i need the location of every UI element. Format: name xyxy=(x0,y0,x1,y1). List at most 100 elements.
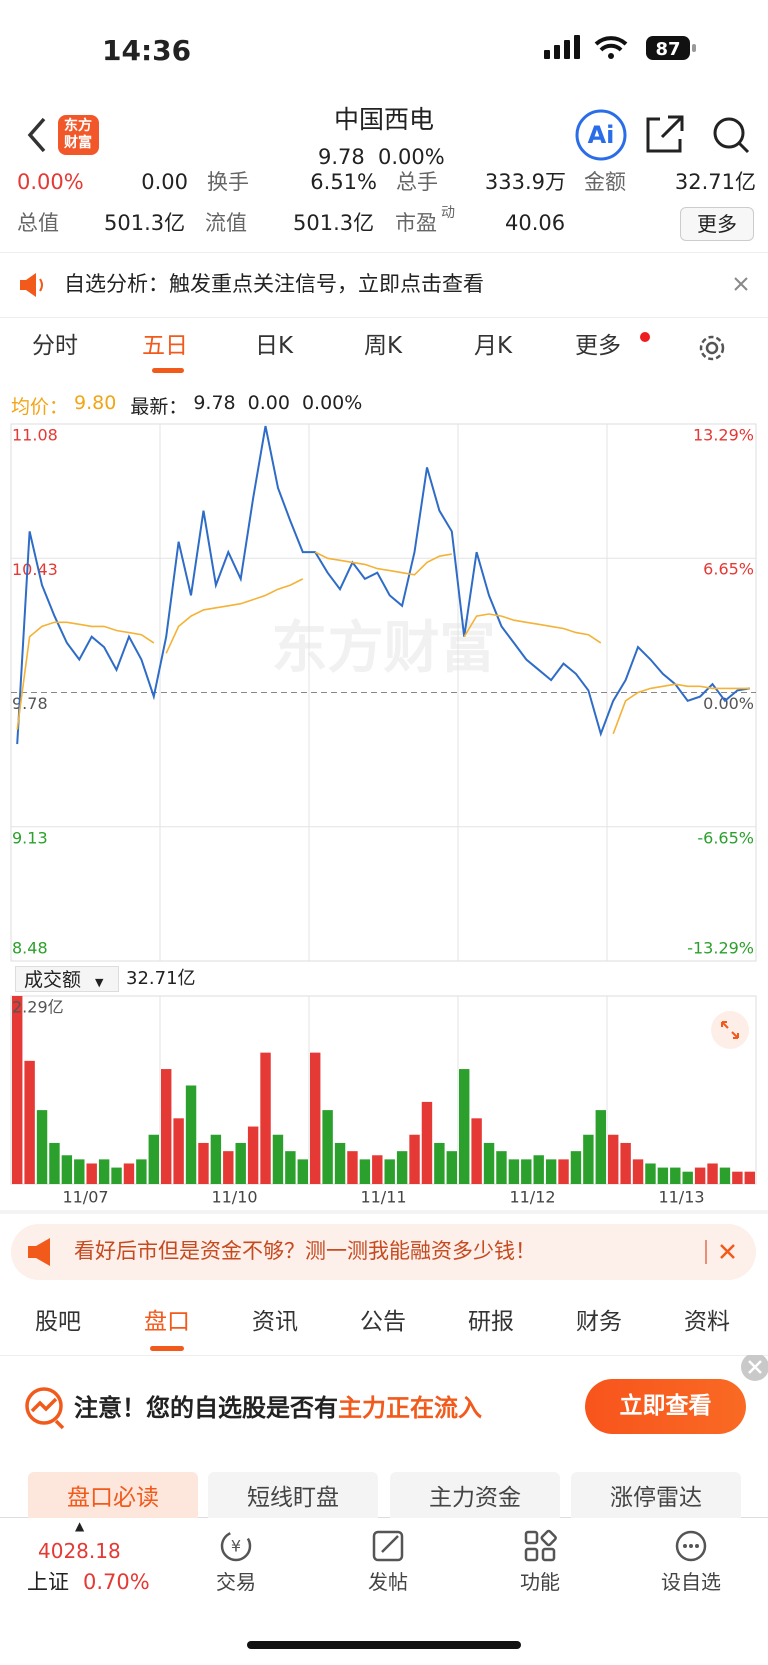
volume-bar xyxy=(173,1118,184,1184)
selector-text: 成交额 xyxy=(24,969,82,991)
chart-tab[interactable]: 五日 xyxy=(142,333,188,359)
nav-item[interactable]: 功能 xyxy=(520,1570,560,1594)
volume-bar xyxy=(645,1163,656,1184)
volume-bar xyxy=(707,1163,718,1184)
avg-value: 9.80 xyxy=(74,392,117,414)
volume-bar xyxy=(136,1159,147,1184)
promo-main: 注意！您的自选股是否有 xyxy=(74,1394,338,1422)
volume-bar xyxy=(61,1155,73,1184)
date-label: 11/12 xyxy=(509,1188,555,1207)
volume-bar xyxy=(434,1142,445,1184)
volume-bar xyxy=(471,1118,482,1184)
stat: 32.71亿 xyxy=(674,170,756,194)
volume-bar xyxy=(608,1134,619,1184)
volume-bar xyxy=(521,1159,532,1184)
volume-bar xyxy=(533,1155,544,1184)
ad-banner[interactable] xyxy=(11,1224,756,1280)
y-tick-label: 11.08 xyxy=(12,426,58,445)
volume-chart: 2.29亿 11/07 11/10 11/11 11/12 11/13 xyxy=(10,995,757,1207)
y-tick-label: 9.78 xyxy=(12,694,48,713)
header-change: 0.00% xyxy=(378,145,445,169)
stat: 0.00 xyxy=(141,170,188,194)
section-tab[interactable]: 资讯 xyxy=(252,1309,298,1335)
volume-bar xyxy=(409,1134,420,1184)
quote-bar: 均价： 9.80 最新： 9.78 0.00 0.00% xyxy=(11,392,362,419)
volume-bar xyxy=(36,1110,48,1184)
home-indicator xyxy=(247,1641,521,1649)
y2-tick-label: -6.65% xyxy=(697,828,754,847)
stat: 总值 xyxy=(17,211,59,235)
sub-tab[interactable]: 短线盯盘 xyxy=(208,1472,378,1518)
volume-bar xyxy=(719,1167,731,1184)
nav-icons: ¥ xyxy=(220,1529,707,1562)
chart-tab[interactable]: 月K xyxy=(473,333,513,359)
change-pct: 0.00% xyxy=(301,392,363,414)
y-tick-label: 10.43 xyxy=(12,560,58,579)
volume-bar xyxy=(744,1171,755,1184)
section-indicator xyxy=(150,1346,184,1351)
stat: 流值 xyxy=(205,211,247,235)
volume-bar xyxy=(570,1151,582,1184)
svg-text:¥: ¥ xyxy=(231,1537,241,1556)
index-change: 0.70% xyxy=(83,1570,150,1594)
section-tab[interactable]: 股吧 xyxy=(35,1309,81,1335)
volume-bar xyxy=(285,1151,296,1184)
chart-tab[interactable]: 周K xyxy=(363,333,403,359)
section-tab[interactable]: 盘口 xyxy=(144,1309,190,1335)
section-tab[interactable]: 研报 xyxy=(468,1309,514,1335)
plot-frame xyxy=(10,995,757,1185)
volume-bar xyxy=(670,1167,681,1184)
section-tab[interactable]: 资料 xyxy=(684,1309,730,1335)
index-name: 上证 xyxy=(27,1570,69,1594)
volume-bar xyxy=(620,1142,631,1184)
nav-item[interactable]: 交易 xyxy=(216,1570,256,1594)
nav-item[interactable]: 发帖 xyxy=(368,1570,408,1594)
sub-tab[interactable]: 主力资金 xyxy=(390,1472,560,1518)
chart-tab[interactable]: 更多 xyxy=(575,333,621,359)
stock-name: 中国西电 xyxy=(333,105,435,134)
volume-bar xyxy=(396,1151,408,1184)
volume-bar xyxy=(632,1159,644,1184)
ad-icons xyxy=(28,1238,735,1266)
promo-button[interactable]: 立即查看 xyxy=(585,1379,746,1434)
more-button[interactable]: 更多 xyxy=(680,207,754,241)
section-tab[interactable]: 公告 xyxy=(360,1309,406,1335)
stat: 501.3亿 xyxy=(293,211,375,235)
y-tick-label: 9.13 xyxy=(12,828,48,847)
chart-tab[interactable]: 日K xyxy=(254,333,294,359)
notice-text: 自选分析：触发重点关注信号，立即点击查看 xyxy=(64,272,484,296)
sub-tab[interactable]: 涨停雷达 xyxy=(571,1472,741,1518)
ai-icon[interactable]: Ai xyxy=(587,121,615,149)
status-icons xyxy=(544,35,696,60)
stat: 40.06 xyxy=(505,211,566,235)
volume-bar xyxy=(347,1151,358,1184)
volume-bar xyxy=(247,1126,259,1184)
tab-indicator xyxy=(152,368,184,373)
sub-tab[interactable]: 盘口必读 xyxy=(28,1472,198,1518)
section-tab[interactable]: 财务 xyxy=(576,1309,622,1335)
volume-bar xyxy=(24,1060,35,1184)
ad-text: 看好后市但是资金不够？测一测我能融资多少钱！ xyxy=(74,1239,536,1263)
volume-bar xyxy=(123,1163,135,1184)
stat: 总手 xyxy=(396,170,438,194)
price-chart: 东方财富 8.48 9.13 9.78 10.43 11.08 -13.29% -6.65% 0… xyxy=(10,423,757,962)
volume-bar xyxy=(508,1159,520,1184)
volume-bar xyxy=(86,1163,97,1184)
notice-bar[interactable] xyxy=(0,252,768,318)
date-label: 11/10 xyxy=(211,1188,257,1207)
promo-icons xyxy=(25,1355,768,1430)
promo-text: 注意！您的自选股是否有主力正在流入 xyxy=(74,1396,482,1420)
change: 0.00 xyxy=(247,392,290,414)
volume-selector[interactable]: 成交额 ▼ xyxy=(15,966,119,992)
settings-icon[interactable] xyxy=(0,330,768,366)
nav-item[interactable]: 设自选 xyxy=(661,1570,721,1594)
watermark: 东方财富 xyxy=(272,616,496,681)
chart-tab[interactable]: 分时 xyxy=(32,333,78,359)
red-dot xyxy=(640,332,650,342)
volume-bar xyxy=(372,1155,383,1184)
index-value: 4028.18 xyxy=(38,1539,121,1563)
volume-bar xyxy=(657,1167,669,1184)
bottom-nav xyxy=(0,1517,768,1665)
stat: 换手 xyxy=(207,170,249,194)
